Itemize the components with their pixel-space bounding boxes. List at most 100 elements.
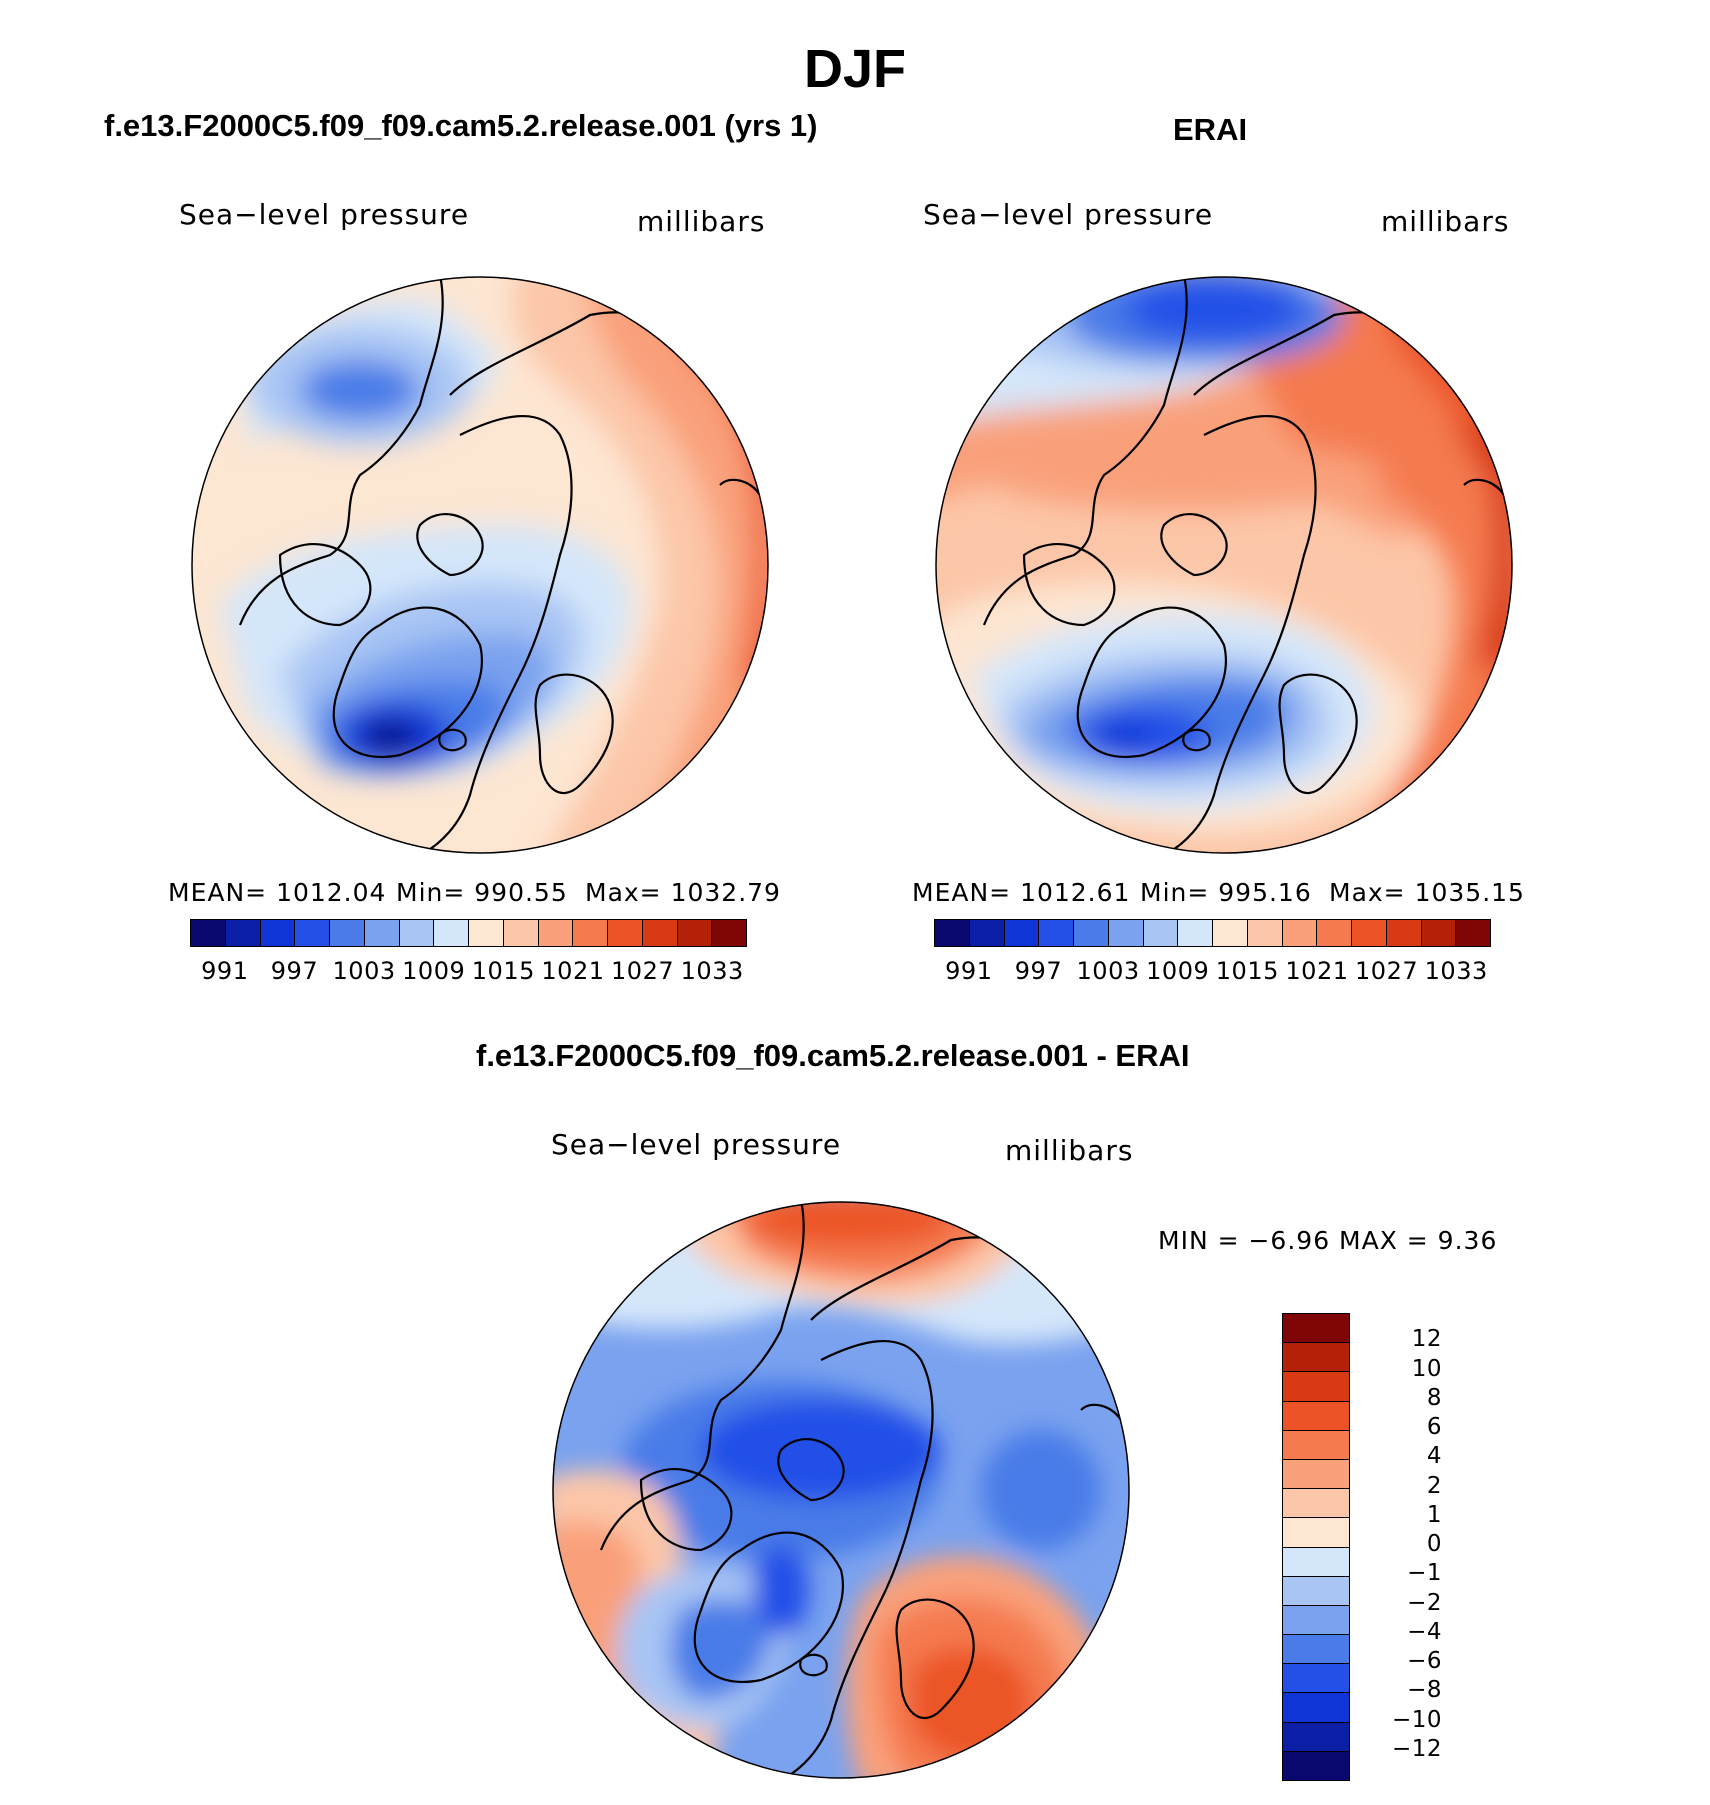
colorbar-swatch: [399, 920, 435, 946]
colorbar-tick-label: 1003: [332, 957, 396, 985]
colorbar-tick-label: −2: [1407, 1589, 1442, 1616]
colorbar-swatch: [1178, 920, 1213, 946]
colorbar-swatch: [1283, 1664, 1349, 1694]
page-title: DJF: [803, 39, 906, 99]
colorbar-swatch: [1283, 1605, 1349, 1636]
colorbar-tick-label: 1015: [471, 957, 535, 985]
colorbar-swatch: [642, 920, 678, 946]
colorbar-swatch: [1283, 1576, 1349, 1606]
colorbar-swatch: [1352, 920, 1387, 946]
colorbar-tick-label: 1021: [1285, 957, 1349, 985]
colorbar-swatch: [1283, 1372, 1349, 1402]
colorbar-swatch: [364, 920, 400, 946]
colorbar-tick-label: 1009: [402, 957, 466, 985]
colorbar-swatch: [1283, 1343, 1349, 1373]
colorbar-tick-label: 4: [1426, 1443, 1442, 1470]
colorbar-swatch: [295, 920, 330, 946]
colorbar-swatch: [503, 920, 539, 946]
colorbar-tick-label: 1027: [611, 957, 675, 985]
colorbar-tick-label: −4: [1407, 1618, 1442, 1645]
diff-units-label: millibars: [1005, 1134, 1134, 1167]
obs-panel-title: ERAI: [1173, 112, 1248, 147]
model-polar-map: [191, 276, 769, 854]
model-colorbar-labels: 991 997 1003 1009 1015 1021 1027 1033: [190, 957, 747, 987]
obs-units-label: millibars: [1381, 205, 1510, 238]
model-panel-title: f.e13.F2000C5.f09_f09.cam5.2.release.001…: [104, 108, 818, 143]
model-min-stat: Min= 990.55: [396, 878, 568, 907]
colorbar-tick-label: 8: [1426, 1384, 1442, 1411]
obs-colorbar-labels: 991 997 1003 1009 1015 1021 1027 1033: [934, 957, 1491, 987]
model-units-label: millibars: [637, 205, 766, 238]
colorbar-tick-label: 6: [1426, 1414, 1442, 1440]
colorbar-swatch: [1283, 1751, 1349, 1780]
colorbar-swatch: [1386, 920, 1422, 946]
model-variable-label: Sea−level pressure: [179, 198, 470, 231]
diff-colorbar: [1282, 1313, 1350, 1781]
obs-min-stat: Min= 995.16: [1140, 878, 1312, 907]
colorbar-swatch: [260, 920, 296, 946]
colorbar-tick-label: −6: [1407, 1648, 1442, 1674]
colorbar-tick-label: −8: [1407, 1677, 1442, 1704]
colorbar-swatch: [1039, 920, 1074, 946]
colorbar-tick-label: 0: [1426, 1531, 1442, 1557]
colorbar-swatch: [538, 920, 574, 946]
colorbar-swatch: [1108, 920, 1144, 946]
colorbar-swatch: [1283, 1314, 1349, 1344]
colorbar-swatch: [712, 920, 746, 946]
colorbar-swatch: [1247, 920, 1283, 946]
model-colorbar: [190, 919, 747, 947]
colorbar-swatch: [1283, 1518, 1349, 1548]
diff-polar-map: [552, 1201, 1130, 1779]
obs-variable-label: Sea−level pressure: [923, 198, 1214, 231]
diff-variable-label: Sea−level pressure: [551, 1128, 842, 1161]
colorbar-swatch: [1282, 920, 1318, 946]
colorbar-tick-label: 1033: [680, 957, 744, 985]
colorbar-swatch: [1283, 1547, 1349, 1577]
colorbar-tick-label: 10: [1411, 1355, 1442, 1382]
obs-max-stat: Max= 1035.15: [1329, 878, 1525, 907]
colorbar-swatch: [1283, 1430, 1349, 1460]
colorbar-tick-label: 1: [1426, 1501, 1442, 1528]
colorbar-tick-label: −1: [1407, 1560, 1442, 1587]
colorbar-tick-label: 991: [945, 957, 993, 985]
model-mean-stat: MEAN= 1012.04: [168, 878, 387, 907]
colorbar-swatch: [1213, 920, 1248, 946]
colorbar-swatch: [1456, 920, 1490, 946]
diff-minmax-stat: MIN = −6.96 MAX = 9.36: [1158, 1226, 1498, 1255]
obs-colorbar: [934, 919, 1491, 947]
obs-polar-map: [935, 276, 1513, 854]
colorbar-swatch: [191, 920, 226, 946]
colorbar-tick-label: 991: [201, 957, 249, 985]
colorbar-tick-label: 1009: [1146, 957, 1210, 985]
colorbar-swatch: [225, 920, 261, 946]
colorbar-tick-label: 997: [1014, 957, 1063, 985]
colorbar-swatch: [677, 920, 713, 946]
colorbar-swatch: [573, 920, 608, 946]
colorbar-tick-label: 997: [270, 957, 319, 985]
colorbar-swatch: [1283, 1693, 1349, 1723]
colorbar-swatch: [608, 920, 643, 946]
model-max-stat: Max= 1032.79: [585, 878, 781, 907]
colorbar-swatch: [469, 920, 504, 946]
colorbar-swatch: [1283, 1635, 1349, 1665]
colorbar-tick-label: 1021: [541, 957, 605, 985]
diff-colorbar-labels: 12 10 8 6 4 2 1 0 −1 −2 −4 −6 −8 −10 −12: [1382, 1313, 1442, 1781]
colorbar-tick-label: 1033: [1424, 957, 1488, 985]
colorbar-tick-label: −10: [1391, 1706, 1442, 1733]
colorbar-swatch: [1283, 1489, 1349, 1519]
diff-panel-title: f.e13.F2000C5.f09_f09.cam5.2.release.001…: [476, 1038, 1190, 1073]
colorbar-swatch: [1421, 920, 1457, 946]
colorbar-swatch: [434, 920, 469, 946]
colorbar-swatch: [935, 920, 970, 946]
colorbar-swatch: [330, 920, 365, 946]
obs-mean-stat: MEAN= 1012.61: [912, 878, 1131, 907]
colorbar-swatch: [1004, 920, 1040, 946]
colorbar-tick-label: −12: [1391, 1735, 1442, 1762]
colorbar-tick-label: 1027: [1355, 957, 1419, 985]
colorbar-tick-label: 1015: [1215, 957, 1279, 985]
colorbar-tick-label: 1003: [1076, 957, 1140, 985]
colorbar-swatch: [1283, 1722, 1349, 1752]
colorbar-swatch: [1283, 1459, 1349, 1490]
colorbar-swatch: [1283, 1401, 1349, 1431]
colorbar-swatch: [1317, 920, 1352, 946]
